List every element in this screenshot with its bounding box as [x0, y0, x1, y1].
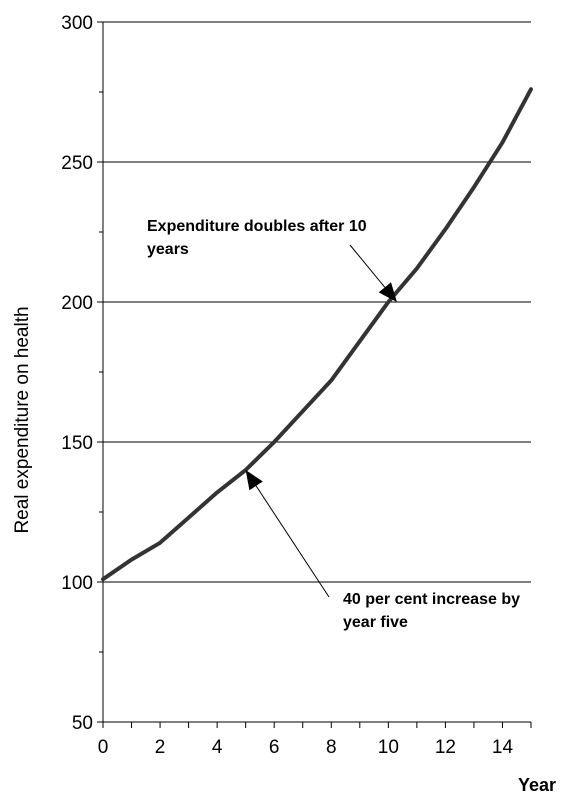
series-group: [101, 87, 533, 582]
annotation-text: Expenditure doubles after 10: [147, 218, 367, 235]
y-axis-ticks: 50 100 150 200 250 300: [61, 13, 103, 734]
x-tick-label: 10: [378, 737, 399, 758]
x-tick-label: 12: [435, 737, 456, 758]
annotation-arrowhead: [245, 470, 263, 491]
annotation-text: years: [147, 241, 189, 258]
annotation: Expenditure doubles after 10 years: [147, 218, 397, 302]
annotations: Expenditure doubles after 10 years 40 per …: [147, 218, 520, 631]
y-axis-title: Real expenditure on health: [12, 306, 33, 533]
x-tick-label: 2: [155, 737, 166, 758]
x-axis-ticks: 0 2 4 6 8 10 12 14: [98, 722, 532, 758]
gridlines: [103, 21, 531, 583]
x-tick-label: 4: [212, 737, 223, 758]
y-tick-label: 250: [61, 153, 93, 174]
annotation-text: year five: [343, 614, 408, 631]
x-tick-label: 14: [492, 737, 514, 758]
annotation-arrow-shaft: [349, 244, 386, 288]
annotation-text: 40 per cent increase by: [343, 591, 520, 608]
series-line: [101, 87, 533, 582]
x-tick-label: 0: [98, 737, 109, 758]
y-tick-label: 100: [61, 573, 93, 594]
y-tick-label: 200: [61, 293, 93, 314]
x-axis-title: Year: [518, 775, 556, 795]
axes: [102, 22, 531, 723]
x-tick-label: 8: [326, 737, 337, 758]
y-tick-label: 50: [72, 713, 93, 734]
annotation-arrow-shaft: [255, 485, 330, 598]
y-tick-label: 150: [61, 433, 93, 454]
annotation: 40 per cent increase by year five: [245, 470, 520, 631]
y-tick-label: 300: [61, 13, 93, 34]
annotation-arrowhead: [378, 282, 397, 302]
x-tick-label: 6: [269, 737, 280, 758]
